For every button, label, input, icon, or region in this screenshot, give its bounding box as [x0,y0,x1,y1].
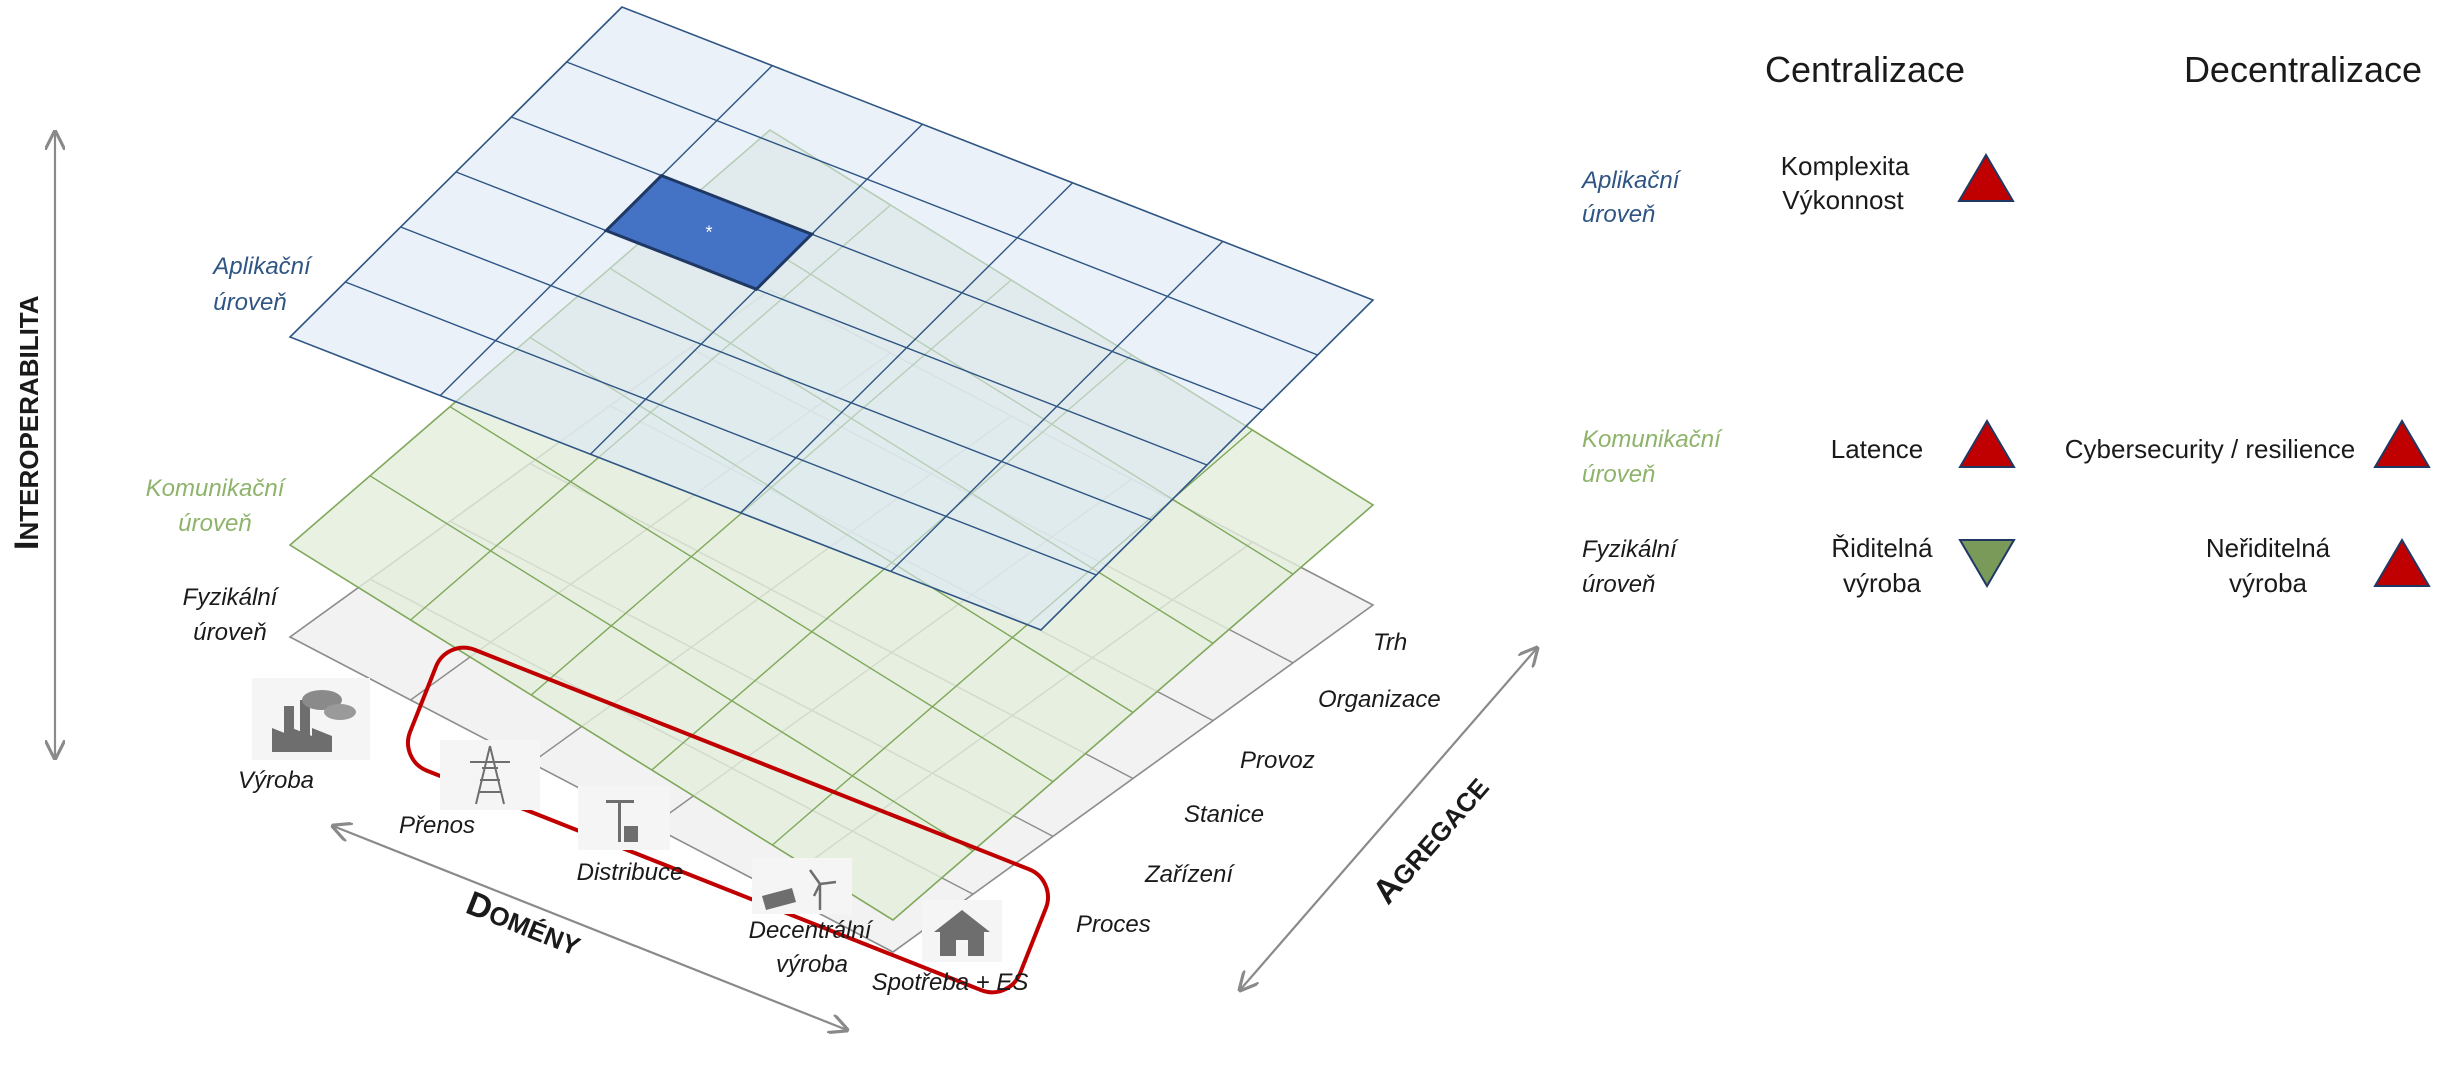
domain-label-decentralni-2: výroba [776,951,848,978]
row-communication: Komunikační úroveň Latence Cybersecurity… [1582,419,2431,488]
svg-text:úroveň: úroveň [1582,461,1655,488]
application-zone-line [511,116,1263,411]
application-zone-line [455,171,1208,466]
solar-wind-icon [752,858,852,914]
metric-complexity: Komplexita [1781,151,1910,181]
aggregation-axis-title: AGREGACE [1365,769,1496,912]
distribution-pole-icon [578,786,670,850]
zone-label-stanice: Stanice [1184,801,1264,828]
svg-text:Fyzikální: Fyzikální [183,584,280,611]
transmission-tower-icon [440,740,540,810]
application-zone-line [400,226,1152,521]
domain-label-prenos: Přenos [399,812,475,839]
physical-layer-label: Fyzikální úroveň [183,584,280,646]
metric-cybersecurity: Cybersecurity / resilience [2065,434,2355,464]
application-domain-line [890,240,1224,572]
header-decentralization: Decentralizace [2184,49,2422,90]
triangle-up-icon [2373,419,2431,468]
zone-label-provoz: Provoz [1240,747,1315,774]
application-layer-label: Aplikační úroveň [211,253,313,316]
domain-label-decentralni-1: Decentrální [749,917,874,944]
svg-text:Fyzikální: Fyzikální [1582,536,1679,563]
svg-text:úroveň: úroveň [213,289,286,316]
metric-latency: Latence [1831,434,1924,464]
aggregation-arrow [1240,648,1537,990]
domain-label-vyroba: Výroba [238,767,314,794]
highlight-cell-shape [603,173,815,291]
interoperability-axis-title: INTEROPERABILITA [8,295,46,550]
domain-labels: Výroba Přenos Distribuce Decentrální výr… [238,767,1028,996]
svg-text:úroveň: úroveň [178,510,251,537]
zone-labels: Trh Organizace Provoz Stanice Zařízení P… [1076,629,1441,938]
metric-performance: Výkonnost [1782,185,1904,215]
highlight-cell: * [603,173,815,291]
metric-uncontrollable-gen: Neřiditelná [2206,533,2331,563]
power-plant-icon [252,678,370,760]
svg-text:Komunikační: Komunikační [146,475,287,502]
domains-axis-title: DOMÉNY [461,884,586,963]
svg-text:úroveň: úroveň [1582,571,1655,598]
communication-zone-line [369,475,974,852]
highlight-cell-text: * [705,222,712,242]
application-zone-line [566,61,1318,356]
house-icon [922,900,1002,962]
triangle-up-icon [1957,153,2015,202]
application-domain-line [740,182,1074,514]
metric-controllable-gen: Řiditelná [1831,533,1933,563]
svg-text:Aplikační: Aplikační [1580,167,1682,194]
metric-uncontrollable-gen-2: výroba [2229,568,2308,598]
domains-arrow [333,826,847,1030]
application-zone-line [345,281,1097,576]
triangle-up-icon [2373,538,2431,587]
header-centralization: Centralizace [1765,49,1965,90]
svg-text:Komunikační: Komunikační [1582,426,1723,453]
svg-text:úroveň: úroveň [1582,201,1655,228]
zone-label-organizace: Organizace [1318,686,1441,713]
domain-selection-box [406,645,1050,995]
zone-label-proces: Proces [1076,911,1151,938]
svg-text:úroveň: úroveň [193,619,266,646]
row-physical: Fyzikální úroveň Řiditelná výroba Neřidi… [1582,533,2431,598]
row-application: Aplikační úroveň Komplexita Výkonnost [1580,151,2015,228]
communication-zone-line [449,406,1054,783]
zone-label-zarizeni: Zařízení [1144,861,1235,888]
communication-layer-label: Komunikační úroveň [146,475,287,537]
svg-text:Aplikační: Aplikační [211,253,313,280]
domain-label-distribuce: Distribuce [577,859,684,886]
domain-label-spotreba: Spotřeba + ES [872,969,1029,996]
metric-controllable-gen-2: výroba [1843,568,1922,598]
triangle-down-icon [1958,539,2016,588]
triangle-up-icon [1958,419,2016,468]
zone-label-trh: Trh [1373,629,1407,656]
